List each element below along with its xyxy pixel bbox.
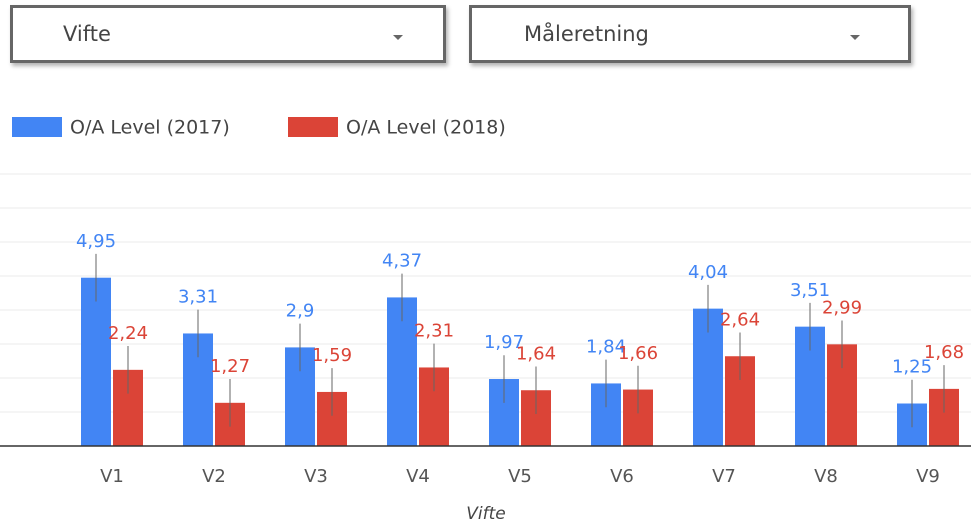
data-label: 2,64 [720,309,760,330]
bar [591,383,621,446]
bar [827,344,857,446]
x-tick-label: V8 [814,466,838,487]
bar [81,277,111,446]
data-label: 3,51 [790,280,830,301]
x-tick-label: V2 [202,466,226,487]
data-label: 4,95 [76,231,116,252]
dropdown-arrow [393,35,403,40]
legend-swatch [288,117,338,137]
data-label: 2,99 [822,298,862,319]
bar [387,297,417,446]
data-label: 4,04 [688,262,728,283]
filter-label: Måleretning [524,22,649,46]
filter-dropdown[interactable]: Vifte [10,5,446,63]
x-tick-label: V1 [100,466,124,487]
data-label: 1,27 [210,356,250,377]
bar [489,379,519,446]
bar [623,389,653,446]
bar [725,356,755,446]
x-tick-label: V7 [712,466,736,487]
x-tick-label: V9 [916,466,940,487]
data-label: 1,59 [312,345,352,366]
filter-dropdown[interactable]: Måleretning [469,5,911,63]
data-label: 1,97 [484,332,524,353]
x-tick-label: V3 [304,466,328,487]
x-tick-label: V4 [406,466,430,487]
data-label: 2,9 [286,301,315,322]
bar [317,391,347,446]
data-label: 1,66 [618,343,658,364]
x-tick-label: V6 [610,466,634,487]
data-label: 2,31 [414,321,454,342]
bar [113,369,143,446]
x-tick-label: V5 [508,466,532,487]
dropdown-arrow [850,35,860,40]
filter-label: Vifte [63,22,111,46]
data-label: 1,68 [924,342,964,363]
legend-swatch [12,117,62,137]
legend-label: O/A Level (2017) [70,117,230,139]
bar [897,403,927,446]
bar [693,308,723,446]
bar [183,333,213,446]
data-label: 1,64 [516,343,556,364]
bar [521,390,551,446]
data-label: 1,25 [892,357,932,378]
bar [215,402,245,446]
bar [419,367,449,446]
bar [929,388,959,446]
bar [795,326,825,446]
data-label: 3,31 [178,287,218,308]
data-label: 2,24 [108,323,148,344]
x-axis-title: Vifte [466,504,505,524]
data-label: 1,84 [586,337,626,358]
data-label: 4,37 [382,251,422,272]
bar [285,347,315,446]
legend-label: O/A Level (2018) [346,117,506,139]
